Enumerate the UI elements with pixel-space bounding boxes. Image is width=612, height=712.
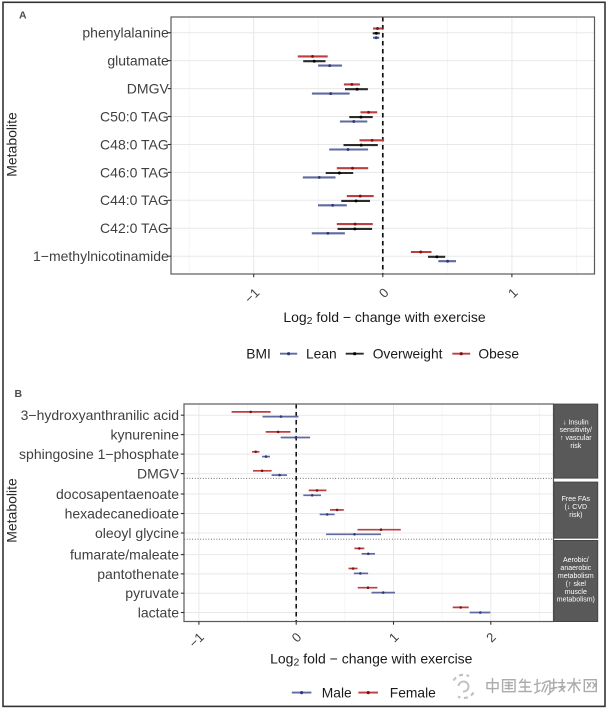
svg-text:C50:0 TAG: C50:0 TAG: [100, 108, 169, 124]
svg-text:metabolism): metabolism): [557, 597, 595, 604]
svg-text:Log2 fold − change with exerci: Log2 fold − change with exercise: [283, 309, 486, 327]
svg-text:docosapentaenoate: docosapentaenoate: [56, 486, 179, 502]
svg-text:1−methylnicotinamide: 1−methylnicotinamide: [33, 248, 169, 264]
svg-text:pantothenate: pantothenate: [97, 566, 179, 582]
svg-text:risk): risk): [569, 512, 582, 519]
svg-text:glutamate: glutamate: [107, 53, 169, 69]
svg-text:Overweight: Overweight: [373, 347, 443, 362]
svg-text:Male: Male: [322, 686, 352, 701]
svg-text:(↓ CVD: (↓ CVD: [565, 504, 588, 511]
svg-text:phenylalanine: phenylalanine: [82, 25, 169, 41]
svg-text:↓ Insulin: ↓ Insulin: [563, 419, 589, 426]
svg-text:Metabolite: Metabolite: [4, 112, 20, 177]
svg-text:C46:0 TAG: C46:0 TAG: [100, 164, 169, 180]
svg-text:hexadecanedioate: hexadecanedioate: [65, 505, 180, 521]
svg-text:Aerobic/: Aerobic/: [563, 557, 589, 564]
svg-text:muscle: muscle: [565, 589, 587, 596]
svg-text:Free FAs: Free FAs: [562, 496, 591, 503]
svg-text:anaerobic: anaerobic: [560, 565, 591, 572]
svg-text:risk: risk: [570, 443, 581, 450]
svg-text:C42:0 TAG: C42:0 TAG: [100, 220, 169, 236]
svg-text:C44:0 TAG: C44:0 TAG: [100, 192, 169, 208]
svg-text:fumarate/maleate: fumarate/maleate: [70, 547, 179, 563]
svg-text:Lean: Lean: [306, 347, 337, 362]
svg-text:3−hydroxyanthranilic acid: 3−hydroxyanthranilic acid: [21, 407, 179, 423]
svg-text:BMI: BMI: [246, 347, 271, 362]
svg-text:DMGV: DMGV: [127, 81, 170, 97]
svg-text:oleoyl glycine: oleoyl glycine: [95, 525, 179, 541]
svg-text:↑ vascular: ↑ vascular: [560, 435, 592, 442]
svg-text:A: A: [19, 10, 27, 22]
svg-text:sphingosine 1−phosphate: sphingosine 1−phosphate: [19, 446, 179, 462]
svg-text:Obese: Obese: [478, 347, 519, 362]
svg-text:Female: Female: [390, 686, 436, 701]
svg-text:Log2 fold − change with exerci: Log2 fold − change with exercise: [270, 650, 473, 668]
svg-text:(↑ skel: (↑ skel: [566, 581, 587, 588]
svg-text:Metabolite: Metabolite: [4, 478, 20, 543]
svg-text:lactate: lactate: [138, 604, 179, 620]
svg-text:B: B: [15, 388, 23, 400]
svg-text:metabolism: metabolism: [558, 573, 594, 580]
svg-text:pyruvate: pyruvate: [125, 585, 179, 601]
svg-text:sensitivity/: sensitivity/: [560, 427, 592, 434]
svg-text:C48:0 TAG: C48:0 TAG: [100, 136, 169, 152]
svg-text:DMGV: DMGV: [137, 465, 180, 481]
svg-text:kynurenine: kynurenine: [111, 427, 180, 443]
